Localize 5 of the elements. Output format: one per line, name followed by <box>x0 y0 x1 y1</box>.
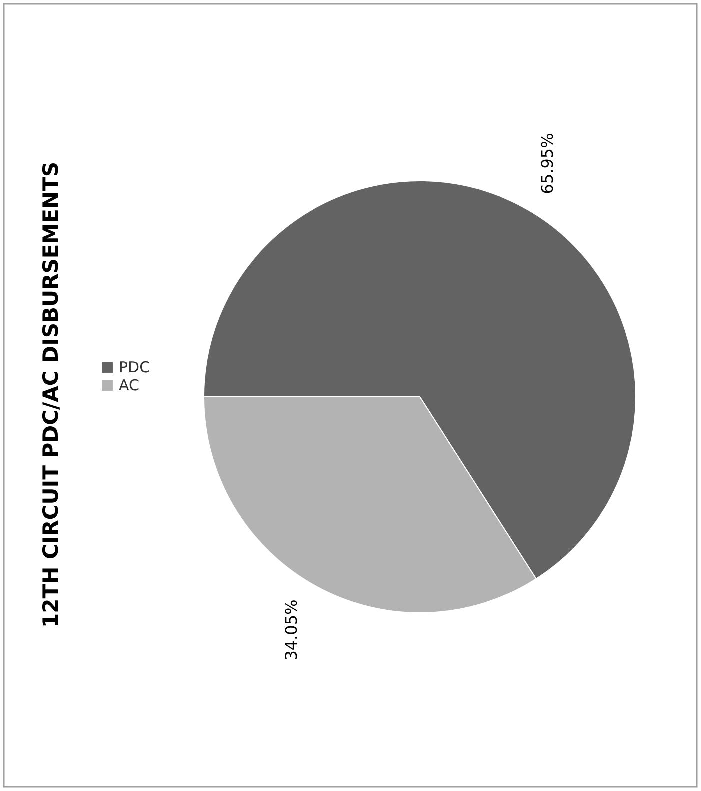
legend-label: AC <box>119 376 140 394</box>
data-label: 65.95% <box>538 133 557 194</box>
legend-label: PDC <box>119 358 150 376</box>
text: 12TH CIRCUIT PDC/AC DISBURSEMENTS <box>39 162 63 628</box>
data-label: 34.05% <box>282 600 302 661</box>
